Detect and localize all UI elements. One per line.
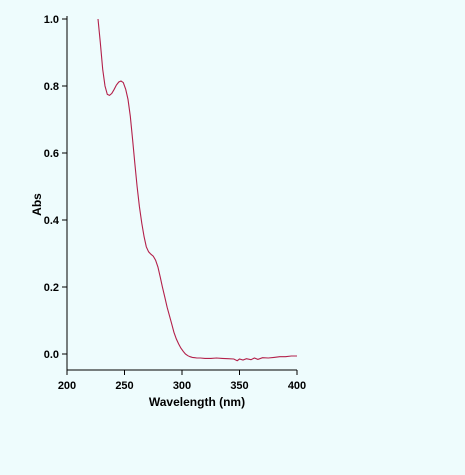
y-axis-title: Abs [30,193,44,216]
y-tick-label: 0.8 [44,81,59,93]
x-axis-title: Wavelength (nm) [149,395,245,409]
x-ticks: 200 250 300 350 400 [58,370,306,392]
x-tick-label: 350 [230,380,248,392]
x-tick-label: 200 [58,380,76,392]
y-ticks: 0.0 0.2 0.4 0.6 0.8 1.0 [44,14,67,361]
x-tick-label: 300 [173,380,191,392]
x-axis: 200 250 300 350 400 [58,369,306,392]
y-axis: 0.0 0.2 0.4 0.6 0.8 1.0 [44,14,68,370]
y-tick-label: 1.0 [44,14,59,26]
y-tick-label: 0.2 [44,282,59,294]
x-tick-label: 400 [288,380,306,392]
absorbance-series-line [97,18,297,362]
y-tick-label: 0.6 [44,148,59,160]
y-tick-label: 0.0 [44,349,59,361]
x-tick-label: 250 [115,380,133,392]
y-tick-label: 0.4 [44,215,60,227]
